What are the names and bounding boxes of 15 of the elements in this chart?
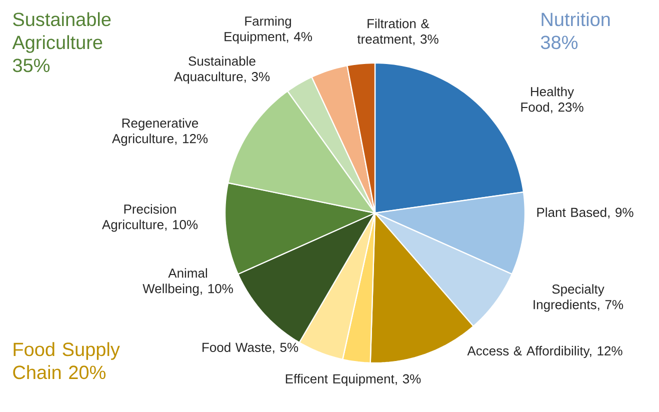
slice-label: Regenerative Agriculture, 12% bbox=[112, 118, 208, 146]
slice-label: Access & Affordibility, 12% bbox=[467, 346, 622, 358]
slice-label: Precision Agriculture, 10% bbox=[102, 204, 198, 232]
slice-label: Specialty Ingredients, 7% bbox=[534, 284, 624, 312]
slice-label: Farming Equipment, 4% bbox=[224, 16, 312, 44]
slice-label: Sustainable Aquaculture, 3% bbox=[174, 56, 270, 84]
slice-label: Healthy Food, 23% bbox=[521, 86, 584, 114]
text: Sustainable Agriculture 35% bbox=[12, 12, 111, 72]
slice-label: Plant Based, 9% bbox=[537, 207, 634, 219]
slice-label: Efficent Equipment, 3% bbox=[286, 374, 421, 386]
slice-label: Animal Wellbeing, 10% bbox=[142, 268, 233, 296]
text: Food Supply Chain 20% bbox=[13, 342, 120, 380]
text: Nutrition 38% bbox=[540, 12, 610, 50]
slice-label: Filtration & treatment, 3% bbox=[357, 18, 438, 46]
slice-label: Food Waste, 5% bbox=[202, 342, 298, 354]
